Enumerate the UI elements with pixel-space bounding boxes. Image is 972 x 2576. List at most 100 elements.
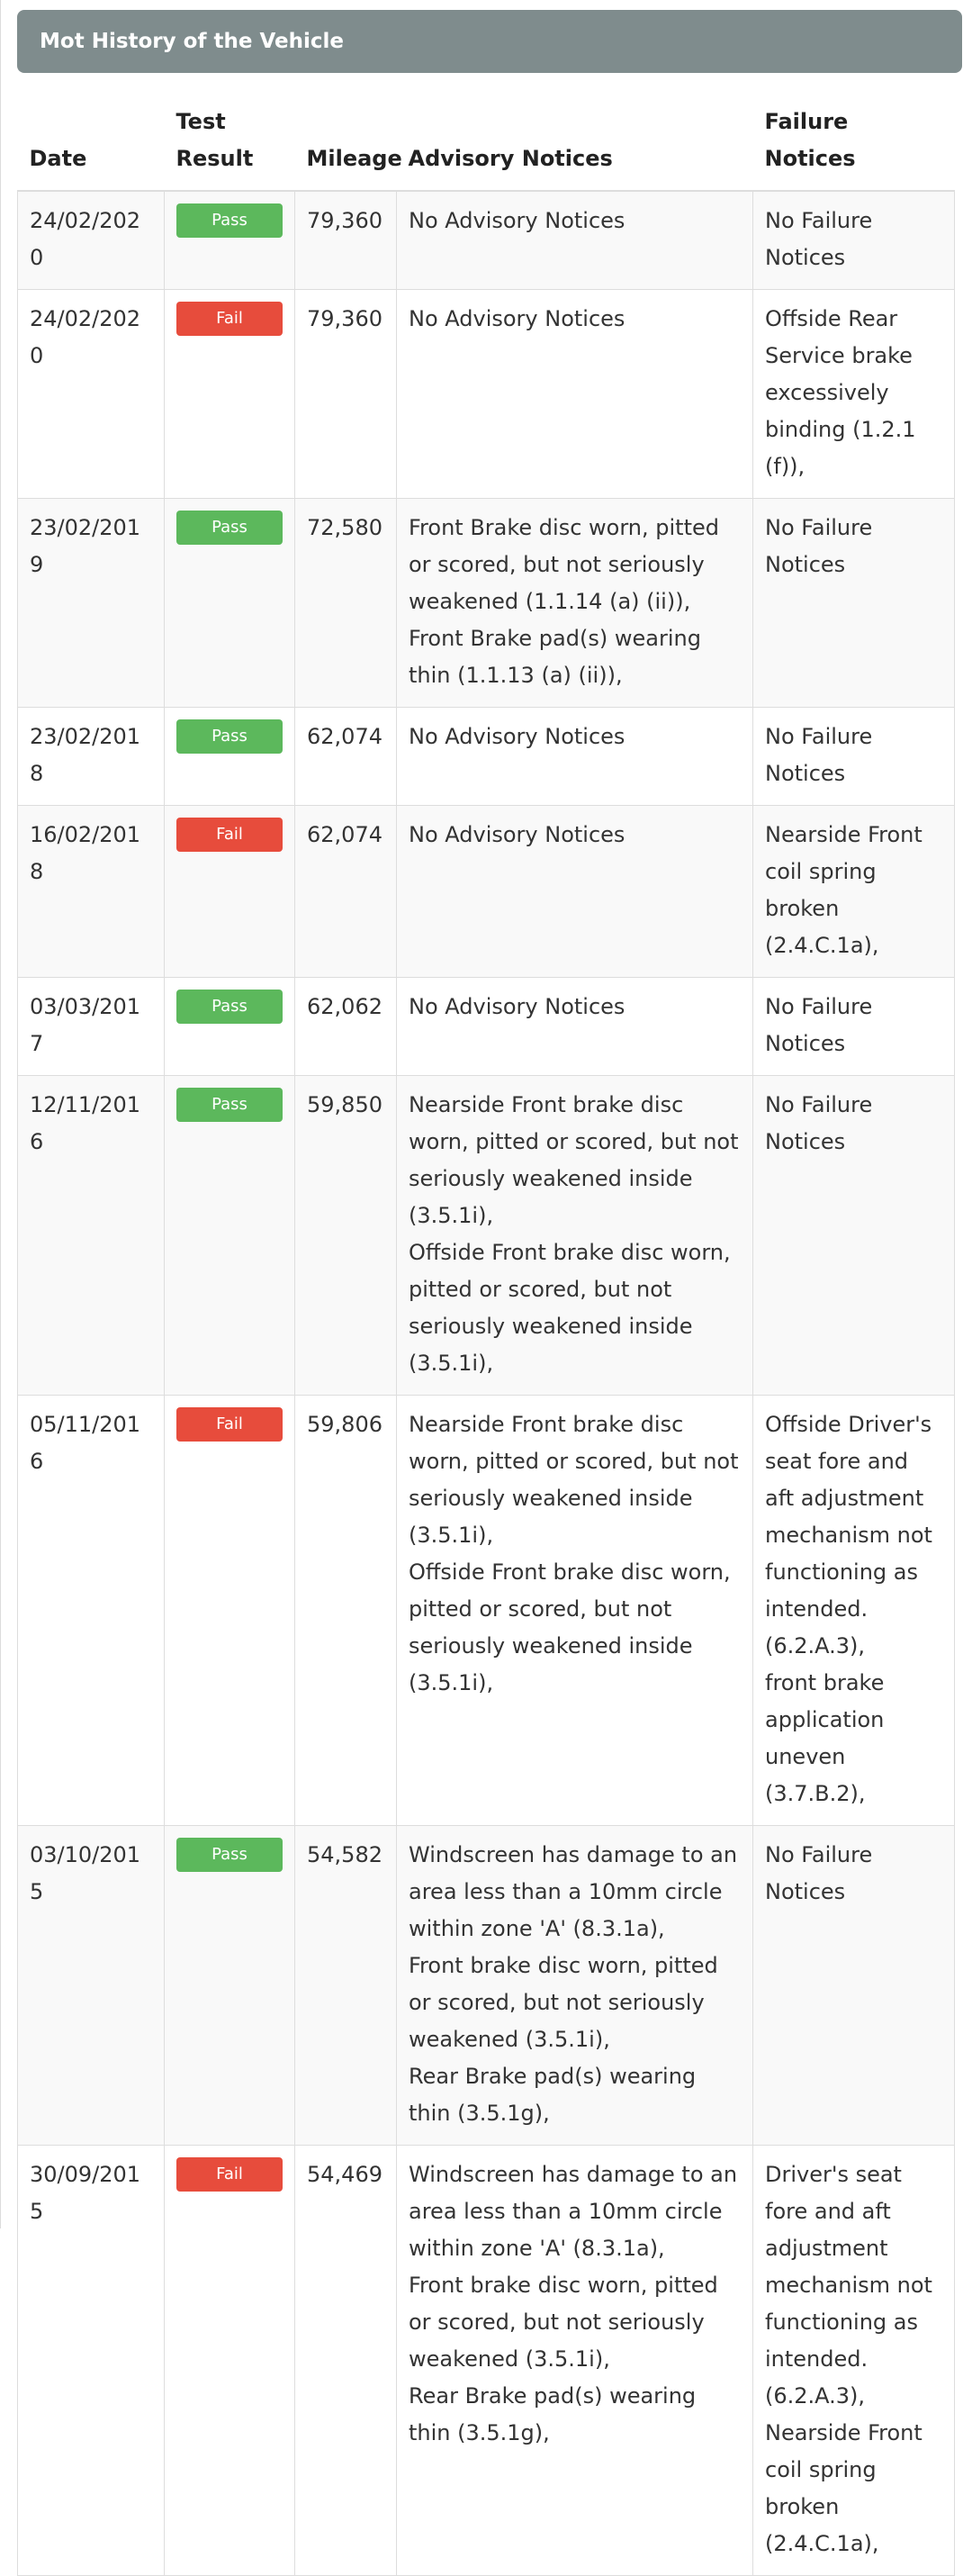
cell-advisory-notices: Windscreen has damage to an area less th…: [396, 1825, 753, 2146]
failure-notice: Driver's seat fore and aft adjustment me…: [765, 2162, 932, 2409]
cell-test-result: Fail: [164, 2145, 295, 2576]
page-left-border: [0, 0, 1, 2228]
pass-badge: Pass: [176, 1088, 283, 1122]
header-failure-notices: Failure Notices: [752, 104, 955, 192]
cell-failure-notices: No Failure Notices: [752, 1075, 955, 1396]
failure-notice: Offside Driver's seat fore and aft adjus…: [765, 1412, 932, 1659]
cell-advisory-notices: Front Brake disc worn, pitted or scored,…: [396, 498, 753, 708]
cell-failure-notices: No Failure Notices: [752, 498, 955, 708]
failure-notice: Offside Rear Service brake excessively b…: [765, 306, 916, 479]
cell-advisory-notices: No Advisory Notices: [396, 289, 753, 499]
cell-test-result: Pass: [164, 498, 295, 708]
cell-mileage: 54,582: [294, 1825, 397, 2146]
table-row: 24/02/2020 Pass 79,360 No Advisory Notices N…: [17, 190, 955, 290]
header-advisory-notices: Advisory Notices: [396, 104, 753, 192]
pass-badge: Pass: [176, 990, 283, 1024]
cell-date: 12/11/2016: [17, 1075, 165, 1396]
cell-date: 03/10/2015: [17, 1825, 165, 2146]
advisory-notice: No Advisory Notices: [409, 994, 626, 1019]
fail-badge: Fail: [176, 818, 283, 852]
cell-date: 05/11/2016: [17, 1395, 165, 1826]
cell-date: 30/09/2015: [17, 2145, 165, 2576]
pass-badge: Pass: [176, 511, 283, 545]
cell-date: 23/02/2019: [17, 498, 165, 708]
advisory-notice: Nearside Front brake disc worn, pitted o…: [409, 1412, 739, 1548]
cell-date: 16/02/2018: [17, 805, 165, 978]
table-row: 23/02/2019 Pass 72,580 Front Brake disc wor…: [17, 498, 955, 708]
cell-mileage: 54,469: [294, 2145, 397, 2576]
table-row: 03/03/2017 Pass 62,062 No Advisory Notices N…: [17, 977, 955, 1076]
advisory-notice: Windscreen has damage to an area less th…: [409, 2162, 738, 2261]
advisory-notice: Rear Brake pad(s) wearing thin (3.5.1g),: [409, 2383, 697, 2445]
failure-notice: No Failure Notices: [765, 208, 873, 270]
failure-notice: No Failure Notices: [765, 1092, 873, 1154]
cell-advisory-notices: Nearside Front brake disc worn, pitted o…: [396, 1075, 753, 1396]
advisory-notice: Front brake disc worn, pitted or scored,…: [409, 1953, 718, 2052]
table-header-row: Date Test Result Mileage Advisory Notice…: [17, 104, 955, 192]
cell-test-result: Pass: [164, 190, 295, 290]
header-mileage: Mileage: [294, 104, 402, 192]
table-row: 03/10/2015 Pass 54,582 Windscreen has damag…: [17, 1825, 955, 2146]
cell-failure-notices: No Failure Notices: [752, 707, 955, 806]
cell-failure-notices: No Failure Notices: [752, 1825, 955, 2146]
mot-history-table: Date Test Result Mileage Advisory Notice…: [17, 104, 955, 2576]
cell-mileage: 62,074: [294, 707, 397, 806]
cell-advisory-notices: No Advisory Notices: [396, 805, 753, 978]
cell-mileage: 79,360: [294, 190, 397, 290]
cell-advisory-notices: No Advisory Notices: [396, 707, 753, 806]
failure-notice: No Failure Notices: [765, 515, 873, 577]
failure-notice: Nearside Front coil spring broken (2.4.C…: [765, 2420, 922, 2556]
cell-advisory-notices: No Advisory Notices: [396, 977, 753, 1076]
cell-mileage: 62,062: [294, 977, 397, 1076]
cell-failure-notices: No Failure Notices: [752, 190, 955, 290]
cell-mileage: 59,806: [294, 1395, 397, 1826]
failure-notice: front brake application uneven (3.7.B.2)…: [765, 1670, 885, 1806]
fail-badge: Fail: [176, 302, 283, 336]
pass-badge: Pass: [176, 203, 283, 238]
panel-title: Mot History of the Vehicle: [40, 30, 344, 53]
advisory-notice: Front brake disc worn, pitted or scored,…: [409, 2273, 718, 2372]
advisory-notice: Rear Brake pad(s) wearing thin (3.5.1g),: [409, 2064, 697, 2126]
table-row: 23/02/2018 Pass 62,074 No Advisory Notices N…: [17, 707, 955, 806]
cell-mileage: 72,580: [294, 498, 397, 708]
cell-failure-notices: Offside Rear Service brake excessively b…: [752, 289, 955, 499]
advisory-notice: Front Brake disc worn, pitted or scored,…: [409, 515, 719, 614]
advisory-notice: Windscreen has damage to an area less th…: [409, 1842, 738, 1941]
advisory-notice: No Advisory Notices: [409, 208, 626, 233]
fail-badge: Fail: [176, 2157, 283, 2192]
header-test-result: Test Result: [164, 104, 295, 192]
cell-date: 24/02/2020: [17, 289, 165, 499]
cell-test-result: Pass: [164, 1075, 295, 1396]
failure-notice: Nearside Front coil spring broken (2.4.C…: [765, 822, 922, 958]
cell-date: 23/02/2018: [17, 707, 165, 806]
table-row: 30/09/2015 Fail 54,469 Windscreen has damag…: [17, 2145, 955, 2576]
table-row: 24/02/2020 Fail 79,360 No Advisory Notices O…: [17, 289, 955, 499]
failure-notice: No Failure Notices: [765, 994, 873, 1056]
advisory-notice: No Advisory Notices: [409, 724, 626, 749]
advisory-notice: Front Brake pad(s) wearing thin (1.1.13 …: [409, 626, 701, 688]
cell-test-result: Pass: [164, 707, 295, 806]
fail-badge: Fail: [176, 1407, 283, 1442]
failure-notice: No Failure Notices: [765, 1842, 873, 1904]
cell-test-result: Fail: [164, 289, 295, 499]
advisory-notice: Offside Front brake disc worn, pitted or…: [409, 1559, 731, 1695]
table-row: 12/11/2016 Pass 59,850 Nearside Front brake…: [17, 1075, 955, 1396]
cell-failure-notices: Driver's seat fore and aft adjustment me…: [752, 2145, 955, 2576]
panel-heading: Mot History of the Vehicle: [17, 10, 962, 73]
cell-mileage: 79,360: [294, 289, 397, 499]
cell-test-result: Pass: [164, 977, 295, 1076]
table-body: 24/02/2020 Pass 79,360 No Advisory Notices N…: [17, 190, 955, 2576]
cell-failure-notices: No Failure Notices: [752, 977, 955, 1076]
advisory-notice: No Advisory Notices: [409, 822, 626, 847]
pass-badge: Pass: [176, 719, 283, 754]
cell-test-result: Fail: [164, 805, 295, 978]
failure-notice: No Failure Notices: [765, 724, 873, 786]
table-row: 05/11/2016 Fail 59,806 Nearside Front brake…: [17, 1395, 955, 1826]
table-row: 16/02/2018 Fail 62,074 No Advisory Notices N…: [17, 805, 955, 978]
cell-advisory-notices: Nearside Front brake disc worn, pitted o…: [396, 1395, 753, 1826]
cell-advisory-notices: Windscreen has damage to an area less th…: [396, 2145, 753, 2576]
cell-test-result: Pass: [164, 1825, 295, 2146]
cell-mileage: 62,074: [294, 805, 397, 978]
cell-mileage: 59,850: [294, 1075, 397, 1396]
cell-test-result: Fail: [164, 1395, 295, 1826]
